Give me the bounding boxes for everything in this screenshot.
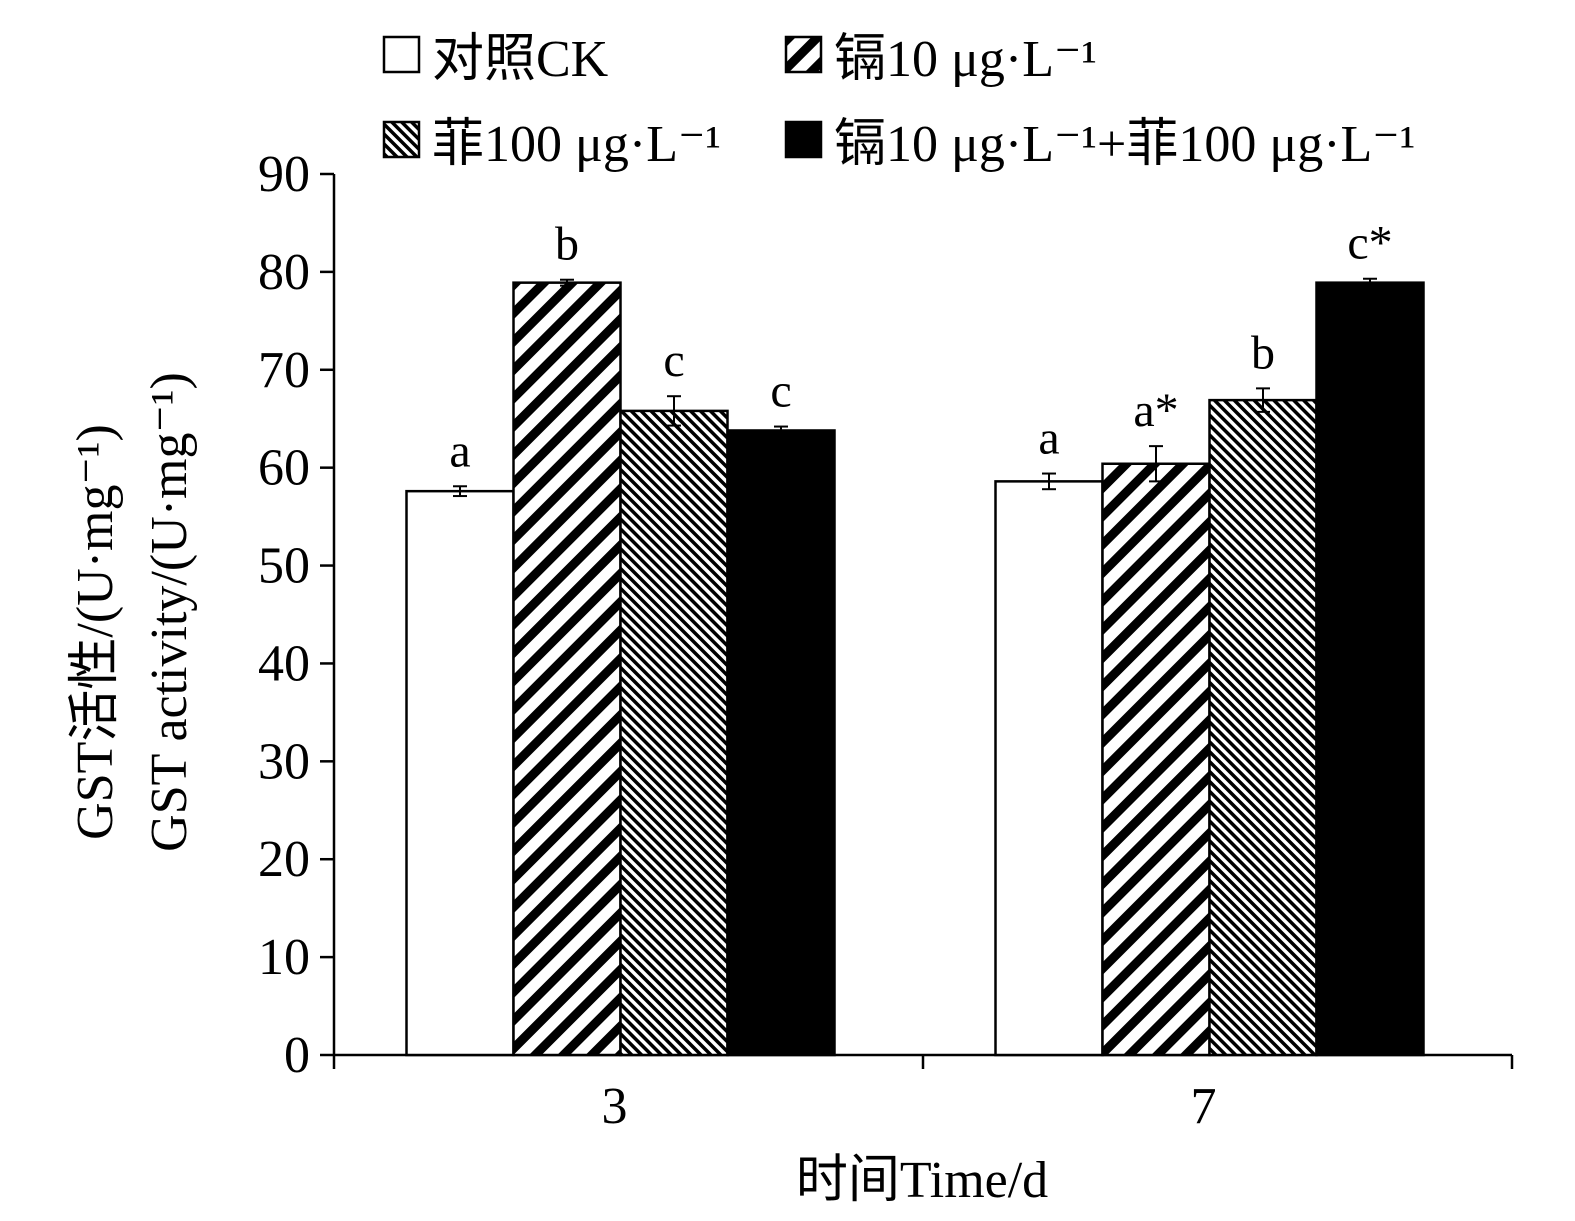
legend-swatch xyxy=(382,35,421,74)
y-axis-title-english: GST activity/(U·mg⁻¹) xyxy=(141,372,198,852)
bar xyxy=(726,429,836,1057)
significance-label: b xyxy=(1251,326,1275,379)
legend-swatch xyxy=(382,120,421,159)
y-tick-label: 90 xyxy=(258,146,310,203)
significance-label: c* xyxy=(1347,217,1392,270)
significance-label: a xyxy=(1038,412,1059,465)
y-tick-label: 0 xyxy=(284,1027,310,1084)
bar xyxy=(1315,281,1425,1057)
bar xyxy=(619,409,729,1057)
y-ticks: 0 10 20 30 40 50 60 70 80 90 xyxy=(258,146,334,1084)
y-tick-label: 70 xyxy=(258,342,310,399)
bar xyxy=(1208,398,1318,1057)
y-tick-label: 40 xyxy=(258,635,310,692)
legend-label: 镉10 μg·L⁻¹ xyxy=(834,31,1097,88)
significance-label: b xyxy=(555,218,579,271)
bar xyxy=(994,480,1104,1057)
legend-label: 镉10 μg·L⁻¹+菲100 μg·L⁻¹ xyxy=(834,116,1415,173)
y-tick-label: 60 xyxy=(258,440,310,497)
y-tick-label: 80 xyxy=(258,244,310,301)
legend-swatch xyxy=(784,120,823,159)
x-tick-label: 3 xyxy=(602,1078,628,1135)
significance-label: c xyxy=(770,365,791,418)
x-tick-label: 7 xyxy=(1191,1078,1217,1135)
y-tick-label: 30 xyxy=(258,733,310,790)
significance-label: a* xyxy=(1133,384,1178,437)
legend: 对照CK 镉10 μg·L⁻¹ 菲100 μg·L⁻¹ 镉10 μg·L⁻¹+菲100… xyxy=(382,31,1415,173)
y-tick-label: 20 xyxy=(258,831,310,888)
legend-label: 菲100 μg·L⁻¹ xyxy=(432,116,721,173)
x-axis-title: 时间Time/d xyxy=(796,1152,1048,1209)
bar xyxy=(405,489,515,1057)
bar xyxy=(512,281,622,1057)
bars: a b c c a a* b c* xyxy=(405,217,1425,1057)
y-tick-label: 10 xyxy=(258,929,310,986)
significance-label: a xyxy=(449,424,470,477)
y-tick-label: 50 xyxy=(258,538,310,595)
legend-label: 对照CK xyxy=(432,31,609,88)
bar xyxy=(1101,462,1211,1057)
legend-swatch xyxy=(784,35,823,74)
significance-label: c xyxy=(663,334,684,387)
y-axis-title-chinese: GST活性/(U·mg⁻¹) xyxy=(67,424,124,840)
